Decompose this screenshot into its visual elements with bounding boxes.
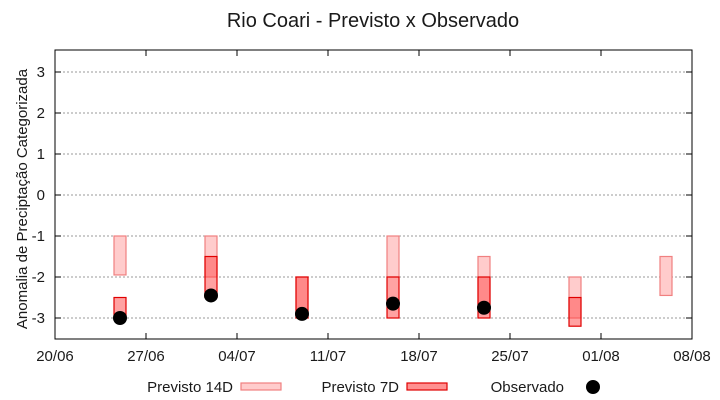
x-axis-ticks: 20/06 27/06 04/07 11/07 18/07 25/07 01/08 08/08 (36, 50, 711, 365)
y-axis-label: Anomalia de Preciptação Categorizada (14, 68, 31, 329)
point-observado (204, 288, 218, 303)
box-previsto-14d (113, 235, 127, 276)
y-tick-label: -2 (32, 269, 45, 286)
box-previsto-14d (386, 235, 400, 278)
x-tick-label: 01/08 (582, 348, 620, 365)
x-tick-label: 25/07 (491, 348, 529, 365)
legend-label: Previsto 7D (321, 379, 399, 396)
x-tick-label: 27/06 (127, 348, 165, 365)
x-tick-label: 04/07 (218, 348, 256, 365)
point-observado (477, 300, 491, 315)
point-observado (386, 296, 400, 311)
legend-swatch (586, 380, 600, 394)
legend-label: Previsto 14D (147, 379, 233, 396)
x-tick-label: 08/08 (673, 348, 711, 365)
series-observado (113, 288, 491, 325)
y-tick-label: -3 (32, 310, 45, 327)
x-tick-label: 20/06 (36, 348, 74, 365)
y-tick-label: 2 (37, 105, 45, 122)
legend-label: Observado (491, 379, 564, 396)
y-tick-label: -1 (32, 228, 45, 245)
y-tick-label: 3 (37, 64, 45, 81)
legend-swatch (406, 382, 448, 391)
legend: Previsto 14D Previsto 7D Observado (147, 379, 600, 396)
point-observado (295, 306, 309, 321)
y-tick-label: 0 (37, 187, 45, 204)
box-previsto-14d (659, 255, 673, 297)
x-tick-label: 18/07 (400, 348, 438, 365)
y-axis-ticks: 3 2 1 0 -1 -2 -3 (32, 64, 692, 327)
point-observado (113, 311, 127, 325)
legend-swatch (240, 382, 282, 391)
grid-lines (55, 71, 692, 319)
x-tick-label: 11/07 (310, 348, 346, 365)
chart-title: Rio Coari - Previsto x Observado (227, 10, 519, 32)
box-previsto-7d (568, 296, 582, 327)
plot-frame (54, 49, 693, 340)
series-previsto-7d (113, 255, 582, 327)
y-tick-label: 1 (37, 146, 45, 163)
